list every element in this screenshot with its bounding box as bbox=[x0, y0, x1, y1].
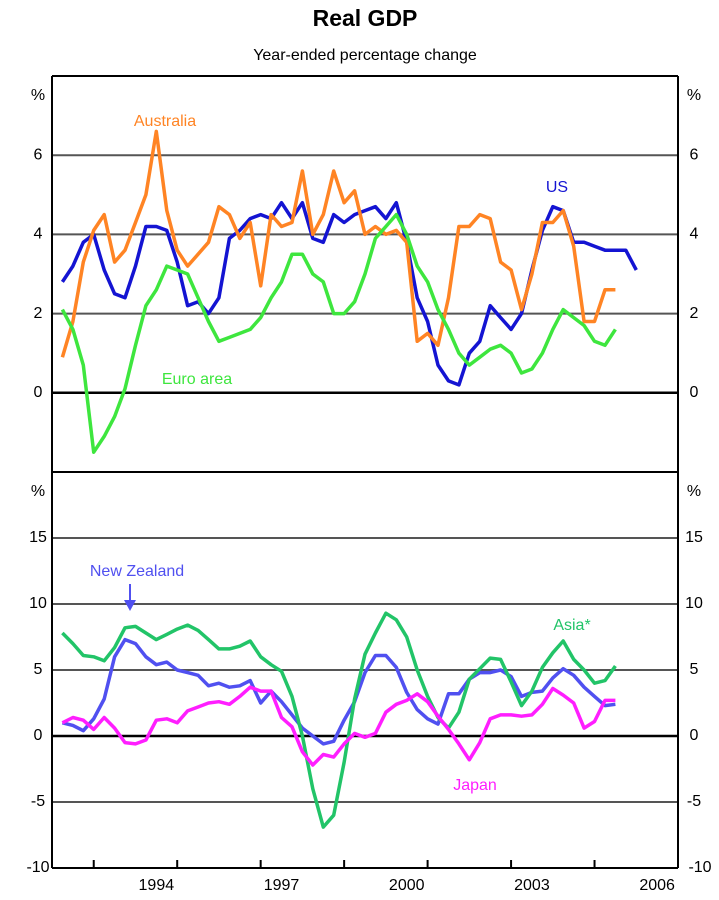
y2-tick-label: -10 bbox=[688, 859, 711, 876]
y2-tick-label: 15 bbox=[685, 529, 703, 546]
x-tick-label: 1997 bbox=[264, 877, 300, 894]
y-tick-label: 0 bbox=[34, 727, 43, 744]
y-tick-label: 4 bbox=[34, 226, 43, 243]
series-label: US bbox=[546, 179, 568, 196]
series-line bbox=[60, 212, 617, 454]
y-unit-label: % bbox=[31, 87, 45, 104]
y-tick-label: 0 bbox=[34, 384, 43, 401]
y2-tick-label: 5 bbox=[690, 661, 699, 678]
series-label: Euro area bbox=[162, 371, 232, 388]
x-tick-label: 1994 bbox=[139, 877, 175, 894]
series-line bbox=[61, 685, 616, 767]
y2-tick-label: 0 bbox=[690, 384, 699, 401]
chart-title: Real GDP bbox=[313, 5, 418, 31]
y2-tick-label: 6 bbox=[690, 146, 699, 163]
series-line bbox=[61, 637, 616, 746]
chart-subtitle: Year-ended percentage change bbox=[253, 47, 477, 64]
y2-tick-label: 10 bbox=[685, 595, 703, 612]
y-tick-label: 5 bbox=[34, 661, 43, 678]
y2-tick-label: -5 bbox=[687, 793, 701, 810]
x-tick-label: 2003 bbox=[514, 877, 550, 894]
series-line bbox=[61, 611, 617, 829]
y-unit-label: % bbox=[31, 483, 45, 500]
y2-unit-label: % bbox=[687, 483, 701, 500]
y-tick-label: -5 bbox=[31, 793, 45, 810]
y2-tick-label: 2 bbox=[690, 305, 699, 322]
series-label: Asia* bbox=[553, 617, 590, 634]
y-tick-label: 6 bbox=[34, 146, 43, 163]
y-tick-label: 2 bbox=[34, 305, 43, 322]
series-label: Australia bbox=[134, 113, 196, 130]
x-tick-label: 2000 bbox=[389, 877, 425, 894]
y-tick-label: 10 bbox=[29, 595, 47, 612]
label-arrowhead bbox=[124, 600, 136, 611]
series-label: New Zealand bbox=[90, 563, 184, 580]
x-tick-label: 2006 bbox=[639, 877, 675, 894]
y2-tick-label: 4 bbox=[690, 226, 699, 243]
series-line bbox=[60, 129, 616, 358]
y2-unit-label: % bbox=[687, 87, 701, 104]
series-line bbox=[60, 200, 638, 387]
series-label: Japan bbox=[453, 777, 497, 794]
y-tick-label: -10 bbox=[26, 859, 49, 876]
y-tick-label: 15 bbox=[29, 529, 47, 546]
y2-tick-label: 0 bbox=[690, 727, 699, 744]
